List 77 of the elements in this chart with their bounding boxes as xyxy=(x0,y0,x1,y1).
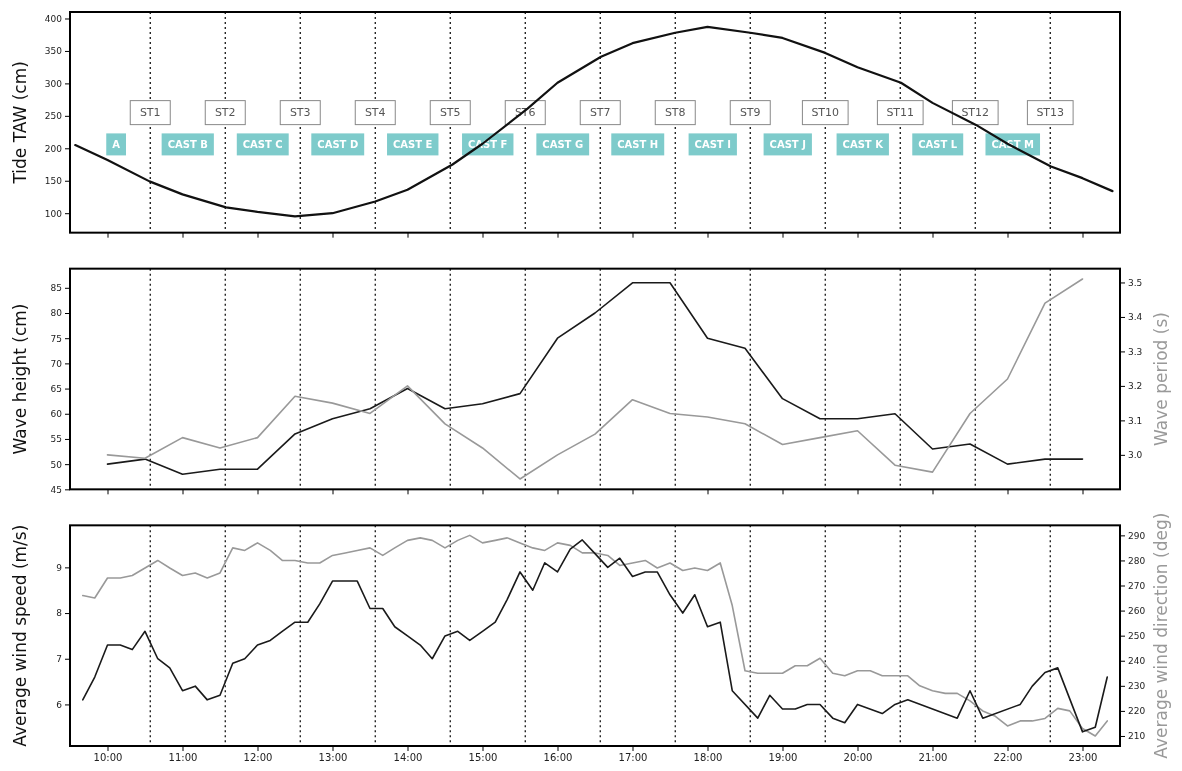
y2-tick-label: 220 xyxy=(1128,706,1146,717)
annotation: CAST C xyxy=(242,138,283,150)
ref-line-label: ST12 xyxy=(961,106,990,120)
y-tick-label: 45 xyxy=(50,484,62,495)
y-axis-title: Wave height (cm) xyxy=(10,303,30,455)
x-tick-label: 22:00 xyxy=(993,752,1023,764)
y-tick-label: 6 xyxy=(56,699,63,710)
ref-line-label: ST11 xyxy=(886,106,915,120)
annotation: CAST D xyxy=(317,138,359,150)
x-tick-label: 18:00 xyxy=(693,752,723,764)
y2-tick-label: 290 xyxy=(1128,530,1146,541)
y2-tick-label: 270 xyxy=(1128,580,1146,591)
annotation: CAST I xyxy=(694,138,731,150)
x-tick-label: 16:00 xyxy=(543,752,573,764)
ref-line-label: ST3 xyxy=(289,106,311,120)
ref-line-label: ST10 xyxy=(811,106,840,120)
y-tick-label: 200 xyxy=(44,143,63,154)
y2-tick-label: 3.4 xyxy=(1128,312,1143,323)
x-tick-label: 15:00 xyxy=(468,752,498,764)
annotation: CAST K xyxy=(842,138,885,150)
y-tick-label: 400 xyxy=(44,13,63,24)
x-tick-label: 19:00 xyxy=(768,752,798,764)
annotation: CAST H xyxy=(617,138,659,150)
y2-tick-label: 250 xyxy=(1128,631,1146,642)
y2-axis-title: Average wind direction (deg) xyxy=(1151,512,1171,759)
x-tick-label: 23:00 xyxy=(1068,752,1098,764)
y-tick-label: 8 xyxy=(56,608,63,619)
x-tick-label: 10:00 xyxy=(93,752,123,764)
y-tick-label: 70 xyxy=(50,358,63,369)
x-tick-label: 21:00 xyxy=(918,752,948,764)
annotation: CAST G xyxy=(542,138,584,150)
y-tick-label: 350 xyxy=(44,46,63,57)
x-tick-label: 11:00 xyxy=(168,752,198,764)
y-tick-label: 50 xyxy=(50,459,63,470)
y-tick-label: 7 xyxy=(56,654,62,665)
y2-tick-label: 3.2 xyxy=(1128,381,1143,392)
y-tick-label: 250 xyxy=(44,111,63,122)
y-tick-label: 60 xyxy=(50,409,63,420)
annotation: CAST B xyxy=(167,138,208,150)
ref-line-label: ST5 xyxy=(439,106,461,120)
y2-tick-label: 3.1 xyxy=(1128,415,1143,426)
y-tick-label: 75 xyxy=(50,333,62,344)
ref-line-label: ST7 xyxy=(589,106,611,120)
y-tick-label: 85 xyxy=(50,283,62,294)
ref-line-label: ST4 xyxy=(364,106,386,120)
y-tick-label: 150 xyxy=(44,176,63,187)
y-tick-label: 80 xyxy=(50,308,63,319)
y-tick-label: 55 xyxy=(50,434,62,445)
y2-tick-label: 3.5 xyxy=(1128,277,1143,288)
ref-line-label: ST1 xyxy=(139,106,161,120)
x-tick-label: 17:00 xyxy=(618,752,648,764)
y2-tick-label: 240 xyxy=(1128,656,1146,667)
y2-tick-label: 280 xyxy=(1128,555,1146,566)
annotation: A xyxy=(112,138,121,150)
ref-line-label: ST8 xyxy=(664,106,686,120)
x-tick-label: 12:00 xyxy=(243,752,273,764)
y2-tick-label: 3.3 xyxy=(1128,346,1143,357)
y-tick-label: 65 xyxy=(50,383,62,394)
y-tick-label: 300 xyxy=(44,78,63,89)
annotation: CAST J xyxy=(769,138,806,150)
y-tick-label: 9 xyxy=(56,562,63,573)
x-tick-label: 14:00 xyxy=(393,752,423,764)
x-tick-label: 20:00 xyxy=(843,752,873,764)
y2-tick-label: 230 xyxy=(1128,681,1146,692)
y2-tick-label: 210 xyxy=(1128,731,1146,742)
annotation: CAST L xyxy=(918,138,958,150)
y-axis-title: Average wind speed (m/s) xyxy=(10,524,30,747)
y-axis-title: Tide TAW (cm) xyxy=(10,61,30,185)
ref-line-label: ST2 xyxy=(214,106,236,120)
x-tick-label: 13:00 xyxy=(318,752,348,764)
annotation: CAST E xyxy=(393,138,433,150)
y2-tick-label: 260 xyxy=(1128,605,1146,616)
y2-tick-label: 3.0 xyxy=(1128,450,1143,461)
ref-line-label: ST13 xyxy=(1036,106,1065,120)
y2-axis-title: Wave period (s) xyxy=(1151,312,1171,446)
ref-line-label: ST9 xyxy=(739,106,761,120)
y-tick-label: 100 xyxy=(44,208,63,219)
